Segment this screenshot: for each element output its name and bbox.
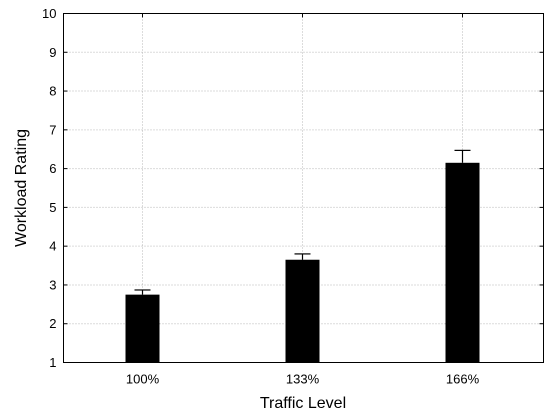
y-axis-title: Workload Rating [13,129,30,247]
y-tick-label: 9 [49,45,56,60]
y-tick-label: 10 [42,6,56,21]
y-tick-label: 1 [49,355,56,370]
bar-1 [125,294,160,363]
y-tick-label: 3 [49,277,56,292]
bar-3 [445,162,480,363]
y-tick-label: 8 [49,84,56,99]
bar-2 [285,259,320,363]
y-tick-label: 2 [49,316,56,331]
tick-layer: 1 2 3 4 5 6 7 8 9 10 100% 133% 166% [42,6,544,387]
x-tick-label: 133% [286,372,320,387]
plot-frame [63,13,544,363]
y-tick-label: 5 [49,200,56,215]
y-tick-label: 4 [49,239,56,254]
y-tick-label: 6 [49,161,56,176]
x-tick-label: 100% [126,372,160,387]
x-tick-label: 166% [446,372,480,387]
bar-layer [125,149,480,363]
y-tick-label: 7 [49,122,56,137]
x-axis-title: Traffic Level [260,395,346,412]
